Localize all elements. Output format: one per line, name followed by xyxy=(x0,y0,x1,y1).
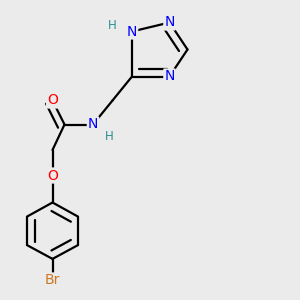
Text: N: N xyxy=(164,70,175,83)
Text: H: H xyxy=(105,130,114,143)
Text: H: H xyxy=(108,19,117,32)
Text: Br: Br xyxy=(45,274,60,287)
Text: O: O xyxy=(47,169,58,182)
Text: N: N xyxy=(164,16,175,29)
Text: N: N xyxy=(127,25,137,38)
Text: N: N xyxy=(88,118,98,131)
Text: O: O xyxy=(47,94,58,107)
